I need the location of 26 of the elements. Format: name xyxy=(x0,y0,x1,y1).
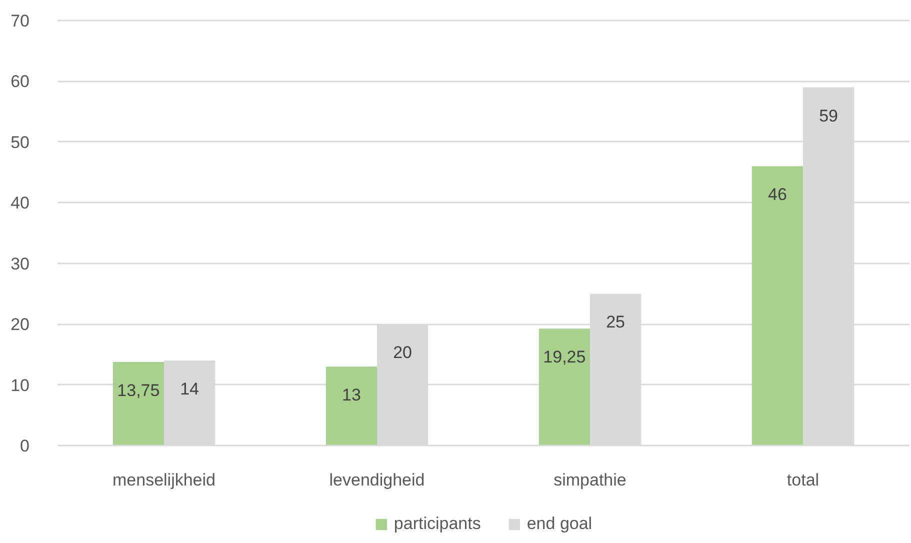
data-label: 25 xyxy=(606,312,626,332)
y-tick-label: 20 xyxy=(10,315,30,334)
x-tick-label: total xyxy=(786,470,820,490)
y-tick-label: 40 xyxy=(10,194,30,213)
bar xyxy=(112,362,164,446)
data-label: 14 xyxy=(180,380,200,398)
bar xyxy=(752,166,803,446)
legend-label: participants xyxy=(394,514,481,534)
data-label: 46 xyxy=(768,185,787,204)
x-tick-label: simpathie xyxy=(554,470,626,490)
data-label: 13 xyxy=(342,386,361,405)
y-tick-label: 70 xyxy=(10,12,30,30)
data-label: 20 xyxy=(393,343,412,362)
data-label: 19,25 xyxy=(543,348,586,367)
x-tick-label: menselijkheid xyxy=(112,470,216,490)
legend-label: end goal xyxy=(526,514,592,534)
x-tick-label: levendigheid xyxy=(329,470,425,490)
y-tick-label: 60 xyxy=(10,72,30,92)
data-label: 59 xyxy=(819,106,838,126)
y-tick-label: 30 xyxy=(10,254,30,274)
y-tick-label: 0 xyxy=(20,436,30,456)
data-label: 13,75 xyxy=(117,381,160,400)
bar xyxy=(326,366,377,446)
y-tick-label: 10 xyxy=(10,376,30,395)
y-tick-label: 50 xyxy=(10,132,30,152)
bar xyxy=(538,328,590,446)
